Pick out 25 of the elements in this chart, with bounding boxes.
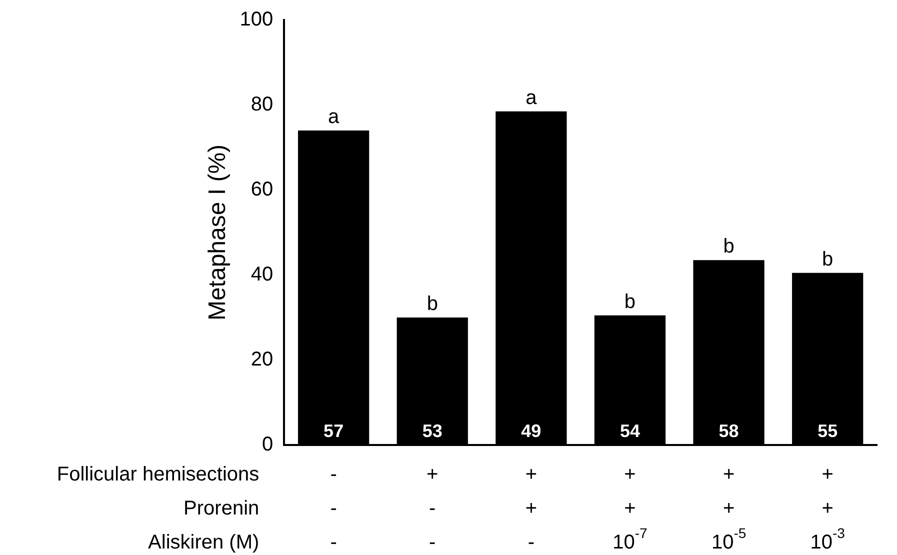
y-tick-label: 100 <box>240 8 274 31</box>
x-tick-label: - - - <box>330 464 337 554</box>
annotation: b <box>723 236 734 258</box>
y-tick-label: 20 <box>250 348 274 371</box>
annotation: 49 <box>521 420 542 441</box>
annotation: b <box>426 293 438 316</box>
x-tick-label: + - - <box>426 464 438 554</box>
annotation: b <box>624 290 636 313</box>
y-tick-label: 0 <box>262 434 274 456</box>
annotation: 54 <box>620 420 640 441</box>
text: Aliskiren (M) <box>148 532 260 554</box>
annotation: 57 <box>324 420 344 441</box>
y-tick-label: 80 <box>250 94 274 116</box>
annotation: 53 <box>422 420 442 441</box>
y-tick-label: 40 <box>250 264 274 286</box>
y-axis-title: Metaphase I (%) <box>204 144 232 321</box>
text: Prorenin <box>184 498 260 520</box>
annotation: 55 <box>818 420 838 441</box>
annotation: a <box>328 106 340 128</box>
annotation: 58 <box>718 420 739 441</box>
annotation: b <box>822 248 834 270</box>
text: Follicular hemisections <box>56 464 260 486</box>
x-tick-label: + + - <box>525 464 538 554</box>
y-tick-label: 60 <box>250 178 274 201</box>
annotation: a <box>526 86 538 109</box>
